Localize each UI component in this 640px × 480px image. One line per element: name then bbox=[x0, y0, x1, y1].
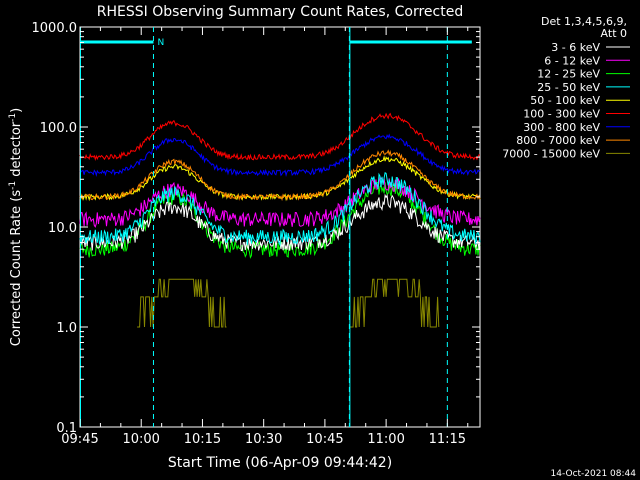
legend-entry-label: 50 - 100 keV bbox=[530, 94, 600, 107]
y-tick-label: 0.1 bbox=[56, 421, 77, 436]
x-tick-label: 09:45 bbox=[61, 432, 98, 447]
legend-entry-label: 7000 - 15000 keV bbox=[502, 147, 600, 160]
axis-layer: 09:45 10:00 10:15 10:30 10:45 11:00 11:15 0.1 1.… bbox=[32, 21, 480, 447]
overlay-layer: N bbox=[80, 27, 472, 427]
legend-entry-label: 100 - 300 keV bbox=[523, 108, 600, 121]
legend-entry-label: 800 - 7000 keV bbox=[516, 134, 600, 147]
y-axis-label: Corrected Count Rate (s-1 detector-1) bbox=[8, 108, 24, 346]
y-axis-label-mid: detector bbox=[9, 121, 24, 181]
series-line bbox=[79, 175, 481, 228]
series-line bbox=[79, 133, 481, 178]
legend-entry-label: 300 - 800 keV bbox=[523, 121, 600, 134]
y-tick-label: 1000.0 bbox=[32, 21, 78, 36]
y-tick-label: 10.0 bbox=[48, 221, 77, 236]
legend-header-2: Att 0 bbox=[601, 27, 627, 40]
y-tick-label: 100.0 bbox=[40, 121, 77, 136]
x-tick-label: 10:00 bbox=[122, 432, 159, 447]
y-tick-label: 1.0 bbox=[56, 321, 77, 336]
y-axis-label-sup2: -1 bbox=[8, 113, 18, 122]
legend-header: Det 1,3,4,5,6,9, bbox=[541, 15, 627, 28]
footer-date: 14-Oct-2021 08:44 bbox=[551, 469, 637, 479]
y-axis-label-main: Corrected Count Rate (s bbox=[9, 190, 24, 347]
legend-entry-label: 6 - 12 keV bbox=[544, 54, 600, 67]
series-line bbox=[79, 112, 480, 162]
x-axis-label: Start Time (06-Apr-09 09:44:42) bbox=[168, 455, 392, 471]
y-axis-label-sup1: -1 bbox=[8, 181, 18, 190]
x-tick-label: 11:00 bbox=[367, 432, 404, 447]
flag-label: N bbox=[157, 38, 164, 48]
legend-entry-label: 25 - 50 keV bbox=[537, 81, 600, 94]
series-line bbox=[79, 172, 481, 247]
legend-entry-label: 3 - 6 keV bbox=[551, 41, 600, 54]
legend-entry-label: 12 - 25 keV bbox=[537, 68, 600, 81]
x-tick-label: 10:30 bbox=[245, 432, 282, 447]
series-line-high bbox=[137, 278, 227, 328]
x-tick-label: 11:15 bbox=[429, 432, 466, 447]
x-tick-label: 10:15 bbox=[184, 432, 221, 447]
y-axis-label-end: ) bbox=[9, 108, 24, 113]
series-line-high bbox=[349, 278, 440, 328]
series-line bbox=[79, 149, 481, 202]
series-layer bbox=[79, 112, 481, 328]
x-tick-label: 10:45 bbox=[306, 432, 343, 447]
chart-title: RHESSI Observing Summary Count Rates, Co… bbox=[97, 4, 463, 20]
